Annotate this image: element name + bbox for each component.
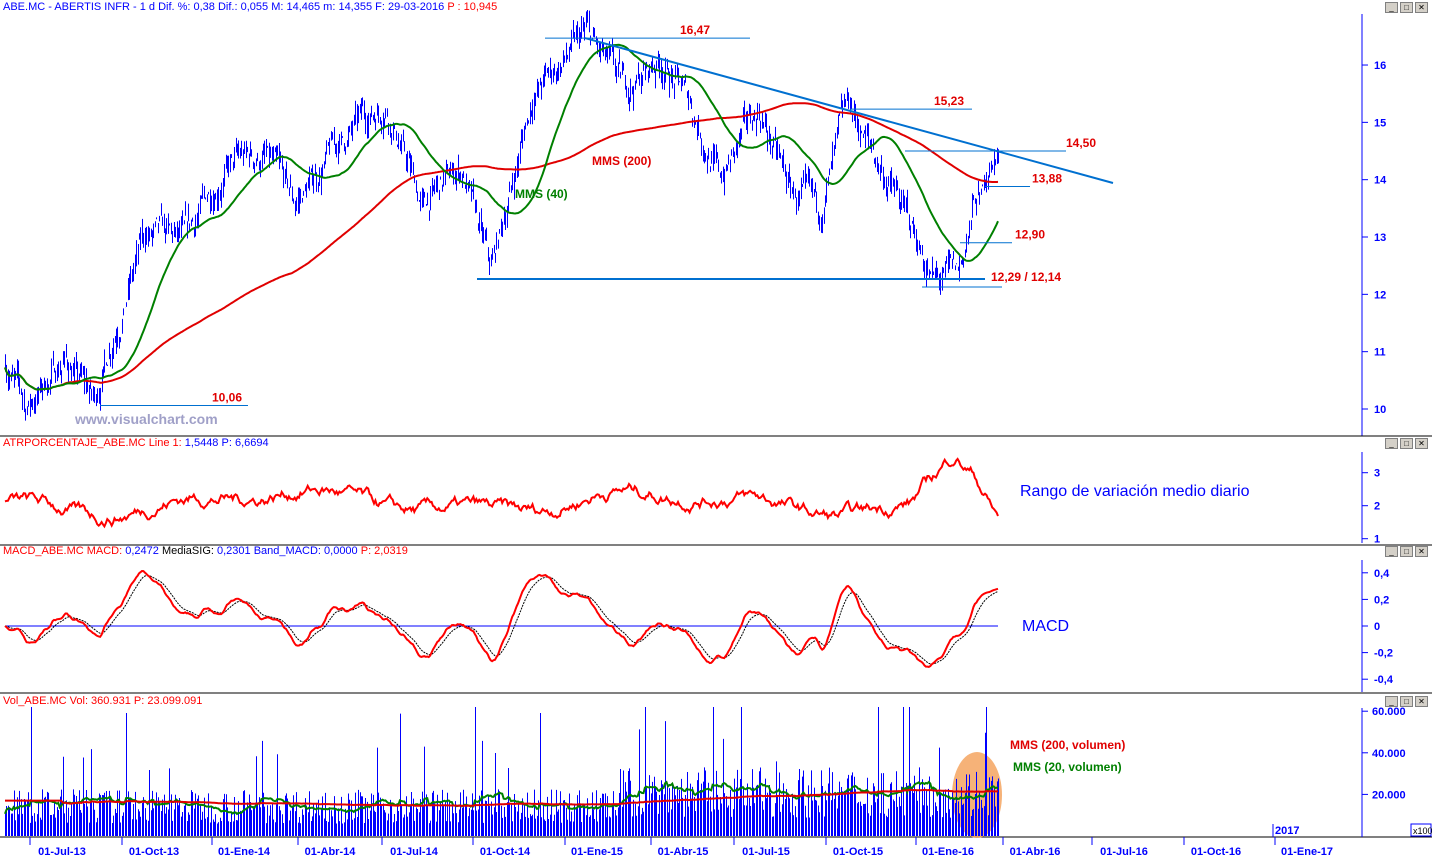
x-tick-label: 01-Jul-13 — [38, 846, 86, 857]
year-label: 2017 — [1275, 825, 1299, 837]
main-header: ABE.MC - ABERTIS INFR - 1 d Dif. %: 0,38… — [3, 1, 498, 13]
x-tick-label: 01-Ene-14 — [218, 846, 271, 857]
y-tick-label: -0,2 — [1374, 648, 1393, 660]
macd-annotation: MACD — [1022, 618, 1069, 635]
macd-header: MACD_ABE.MC MACD: 0,2472 MediaSIG: 0,230… — [3, 545, 408, 557]
close-icon[interactable]: ✕ — [1415, 546, 1428, 557]
watermark: www.visualchart.com — [74, 411, 218, 427]
maximize-icon[interactable]: □ — [1400, 696, 1413, 707]
x-tick-label: 01-Abr-14 — [305, 846, 357, 857]
mms40-label: MMS (40) — [515, 187, 568, 201]
y-tick-label: 40.000 — [1372, 748, 1406, 760]
y-tick-label: 12 — [1374, 289, 1386, 301]
minimize-icon[interactable]: _ — [1385, 2, 1398, 13]
level-label: 10,06 — [212, 391, 242, 405]
y-tick-label: 10 — [1374, 404, 1386, 416]
x-tick-label: 01-Oct-16 — [1191, 846, 1241, 857]
minimize-icon[interactable]: _ — [1385, 438, 1398, 449]
macd-signal-line — [4, 575, 999, 665]
x-tick-label: 01-Ene-17 — [1281, 846, 1333, 857]
x-tick-label: 01-Ene-15 — [571, 846, 623, 857]
x-tick-label: 01-Abr-16 — [1010, 846, 1061, 857]
minimize-icon[interactable]: _ — [1385, 546, 1398, 557]
x-tick-label: 01-Jul-14 — [390, 846, 439, 857]
y-tick-label: -0,4 — [1374, 674, 1394, 686]
x-tick-label: 01-Ene-16 — [922, 846, 974, 857]
close-icon[interactable]: ✕ — [1415, 438, 1428, 449]
minimize-icon[interactable]: _ — [1385, 696, 1398, 707]
y-tick-label: 11 — [1374, 347, 1386, 359]
level-label: 16,47 — [680, 23, 710, 37]
y-tick-label: 1 — [1374, 534, 1380, 546]
mms40-line — [4, 43, 999, 391]
maximize-icon[interactable]: □ — [1400, 546, 1413, 557]
vol-header: Vol_ABE.MC Vol: 360.931 P: 23.099.091 — [3, 695, 203, 707]
x-tick-label: 01-Oct-15 — [833, 846, 883, 857]
resistance-trendline — [584, 37, 1114, 184]
y-tick-label: 0 — [1374, 621, 1380, 633]
macd-window-controls[interactable]: _ □ ✕ — [1385, 546, 1428, 557]
atr-window-controls[interactable]: _ □ ✕ — [1385, 438, 1428, 449]
y-tick-label: 14 — [1374, 175, 1387, 187]
unit-label: x100 — [1413, 826, 1432, 836]
x-tick-label: 01-Oct-14 — [480, 846, 531, 857]
y-tick-label: 16 — [1374, 60, 1386, 72]
close-icon[interactable]: ✕ — [1415, 2, 1428, 13]
mms200-label: MMS (200) — [592, 154, 651, 168]
x-tick-label: 01-Abr-15 — [658, 846, 709, 857]
mms200-line — [4, 102, 999, 391]
maximize-icon[interactable]: □ — [1400, 438, 1413, 449]
vol-mms20-label: MMS (20, volumen) — [1013, 760, 1122, 774]
maximize-icon[interactable]: □ — [1400, 2, 1413, 13]
vol-mms200-line — [5, 788, 999, 807]
unit-box — [1410, 823, 1432, 837]
y-tick-label: 60.000 — [1372, 706, 1406, 718]
level-label: 13,88 — [1032, 172, 1062, 186]
level-label: 15,23 — [934, 94, 964, 108]
y-tick-label: 0,2 — [1374, 594, 1389, 606]
x-tick-label: 01-Jul-16 — [1100, 846, 1148, 857]
main-window-controls[interactable]: _ □ ✕ — [1385, 2, 1428, 13]
atr-annotation: Rango de variación medio diario — [1020, 483, 1250, 500]
y-tick-label: 13 — [1374, 232, 1386, 244]
macd-line — [4, 569, 999, 668]
y-tick-label: 3 — [1374, 468, 1380, 480]
close-icon[interactable]: ✕ — [1415, 696, 1428, 707]
y-tick-label: 20.000 — [1372, 789, 1406, 801]
level-label: 14,50 — [1066, 136, 1096, 150]
vol-window-controls[interactable]: _ □ ✕ — [1385, 696, 1428, 707]
atr-line — [4, 457, 999, 529]
level-label: 12,29 / 12,14 — [991, 270, 1061, 284]
x-tick-label: 01-Jul-15 — [742, 846, 790, 857]
y-tick-label: 0,4 — [1374, 568, 1390, 580]
atr-header: ATRPORCENTAJE_ABE.MC Line 1: 1,5448 P: 6… — [3, 437, 269, 449]
y-tick-label: 15 — [1374, 117, 1386, 129]
level-label: 12,90 — [1015, 228, 1045, 242]
y-tick-label: 2 — [1374, 501, 1380, 513]
vol-mms200-label: MMS (200, volumen) — [1010, 738, 1125, 752]
x-tick-label: 01-Oct-13 — [129, 846, 179, 857]
